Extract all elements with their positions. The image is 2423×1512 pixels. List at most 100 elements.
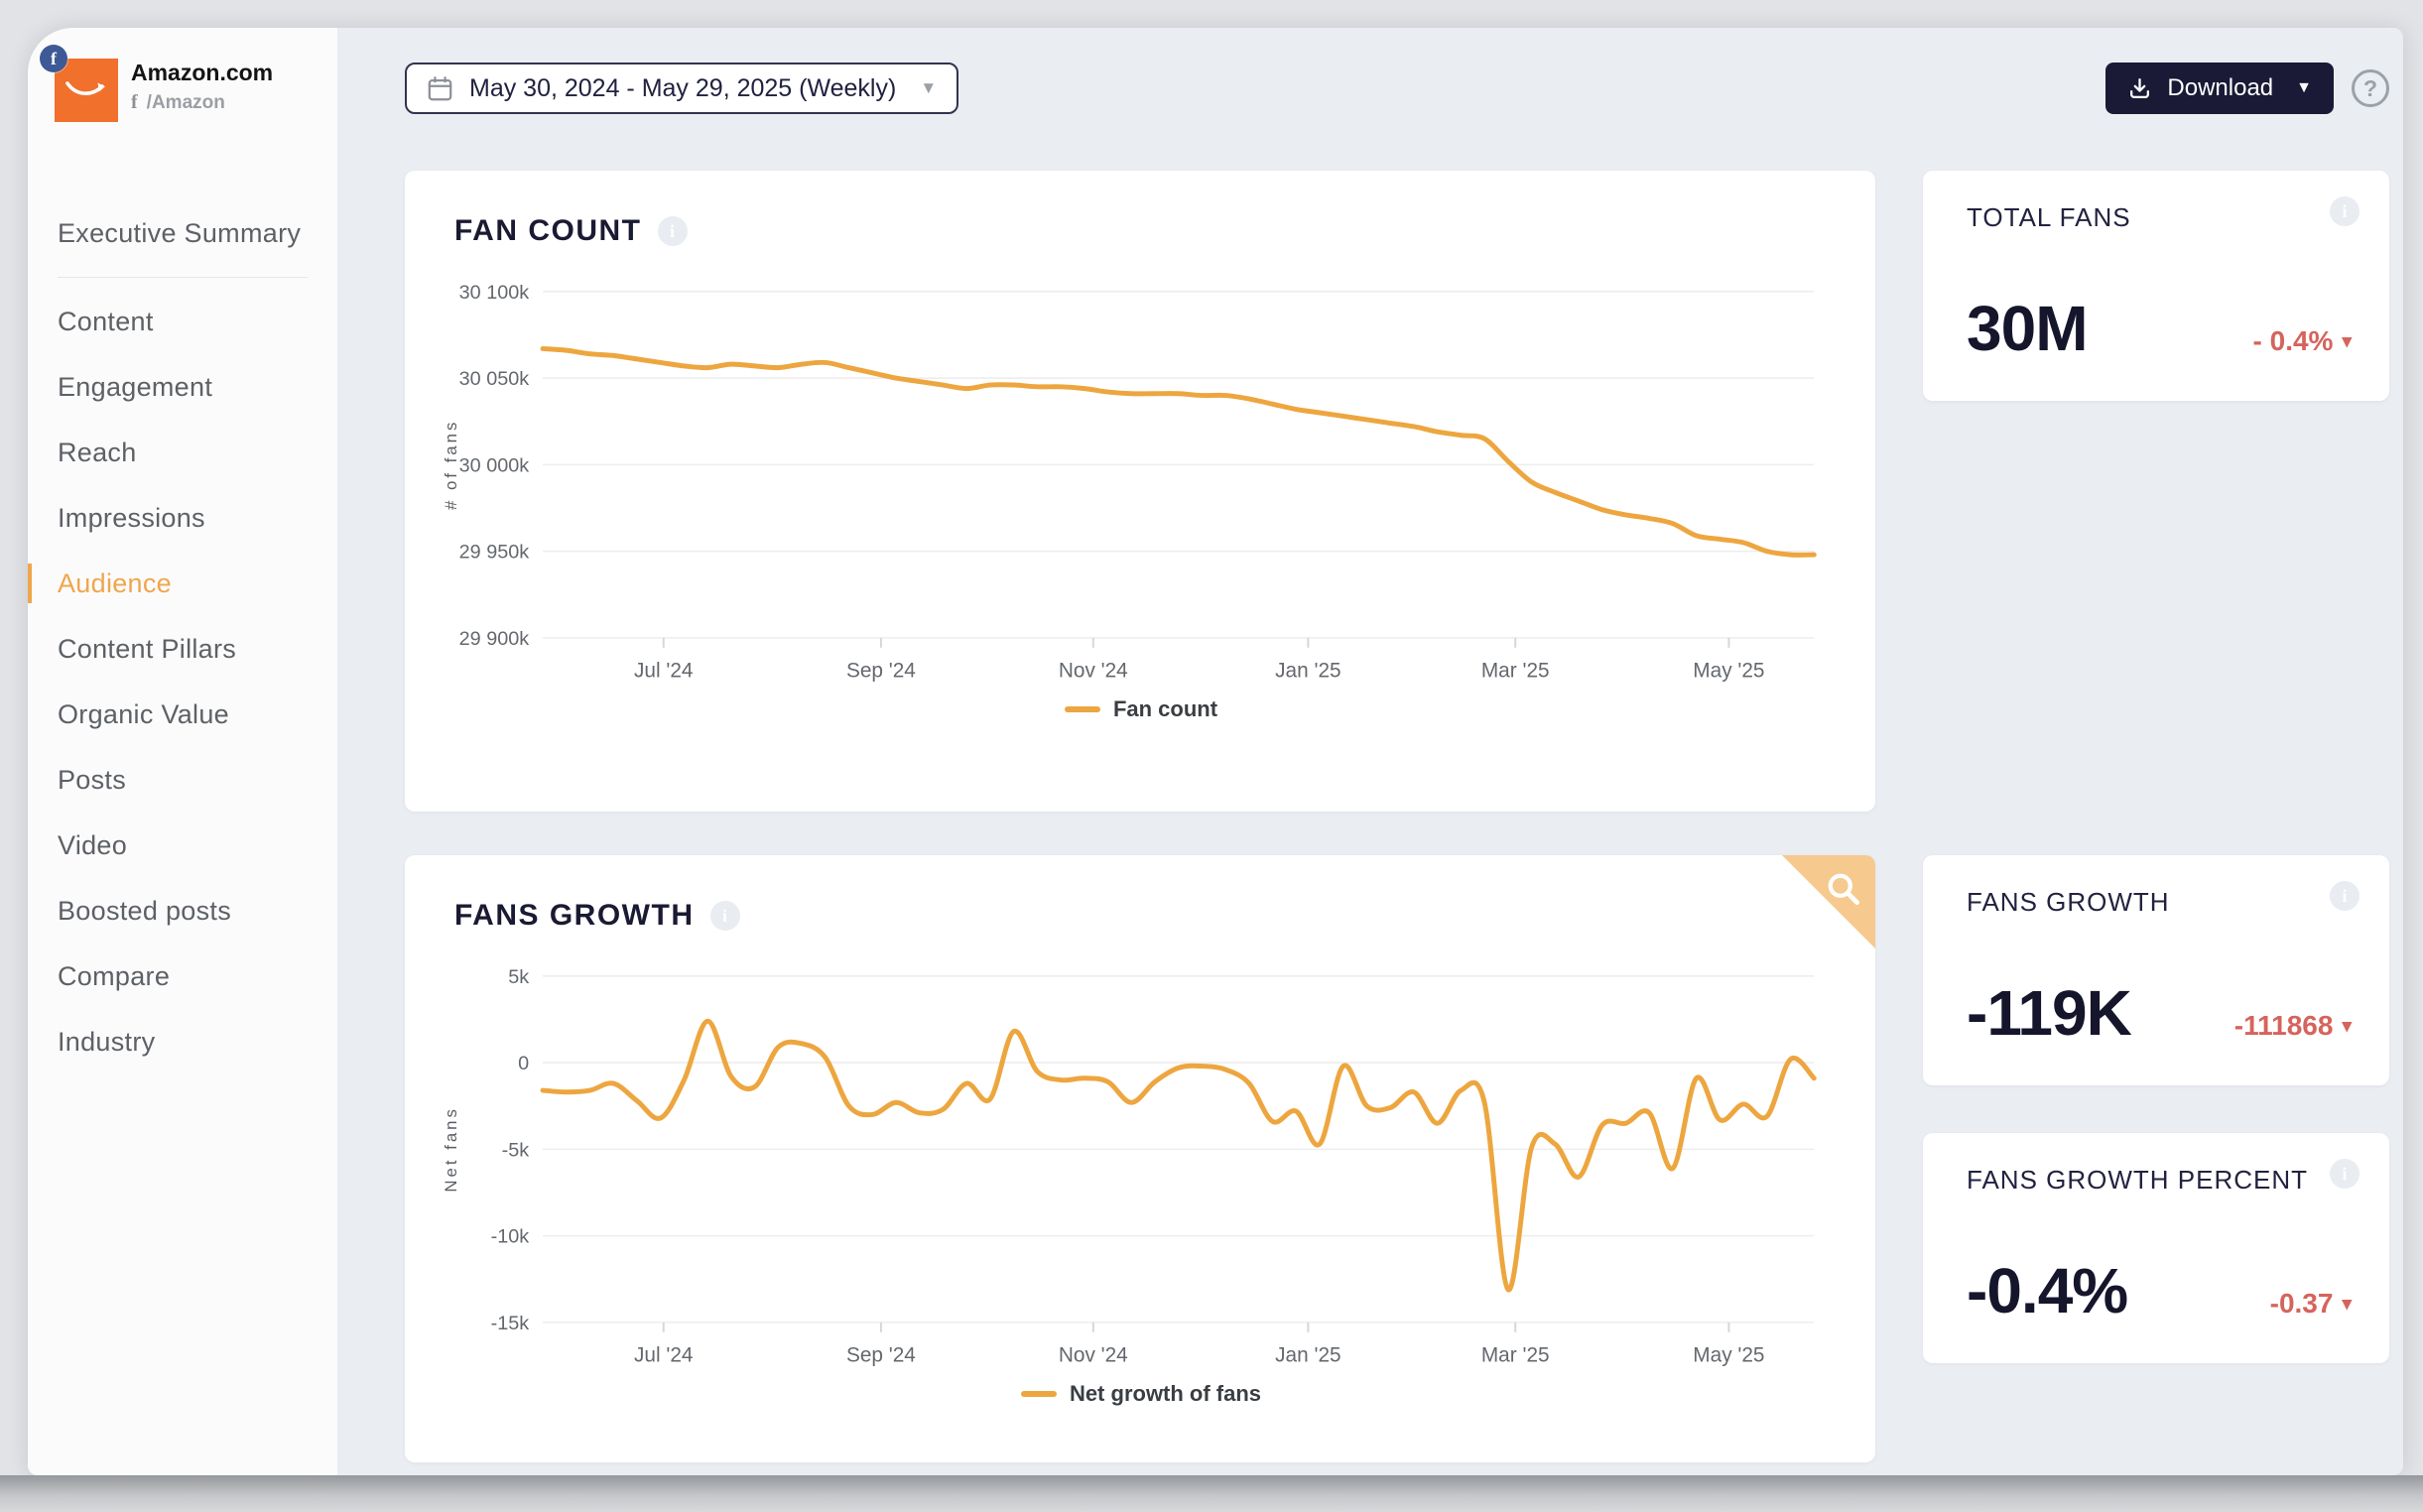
sidebar-item-executive-summary[interactable]: Executive Summary [28, 200, 337, 266]
triangle-down-icon: ▾ [2342, 330, 2352, 352]
sidebar-item-audience[interactable]: Audience [28, 551, 337, 616]
fans-growth-kpi-row: -119K -111868 ▾ [1967, 976, 2352, 1050]
brand-header: Amazon.com f /Amazon [28, 28, 337, 185]
sidebar-item-posts[interactable]: Posts [28, 747, 337, 813]
fans-growth-title-row: FANS GROWTH i [433, 899, 1849, 933]
date-range-label: May 30, 2024 - May 29, 2025 (Weekly) [469, 73, 897, 102]
fans-growth-percent-value: -0.4% [1967, 1255, 2128, 1326]
fans-growth-percent-label: FANS GROWTH PERCENT [1967, 1165, 2309, 1195]
svg-text:0: 0 [518, 1053, 529, 1074]
amazon-smile-icon [65, 81, 105, 95]
download-label: Download [2167, 74, 2274, 101]
legend-dash-icon [1020, 1391, 1057, 1398]
sidebar-item-label: Organic Value [58, 698, 229, 729]
fans-growth-kpi-card: FANS GROWTH i -119K -111868 ▾ [1923, 855, 2389, 1085]
total-fans-row: 30M - 0.4% ▾ [1967, 292, 2352, 365]
app-window: Amazon.com f /Amazon Executive Summary Co… [28, 28, 2403, 1475]
svg-text:-10k: -10k [491, 1226, 530, 1248]
svg-text:29 950k: 29 950k [459, 542, 530, 564]
sidebar-item-label: Posts [58, 764, 127, 795]
sidebar: Amazon.com f /Amazon Executive Summary Co… [28, 28, 337, 1475]
download-icon [2130, 77, 2150, 98]
info-icon[interactable]: i [709, 901, 740, 931]
info-icon[interactable]: i [2330, 881, 2359, 911]
facebook-letter: f [51, 48, 57, 68]
sidebar-item-impressions[interactable]: Impressions [28, 485, 337, 551]
topbar: May 30, 2024 - May 29, 2025 (Weekly) ▼ D… [405, 63, 2389, 114]
sidebar-nav: Executive Summary Content Engagement Reach I… [28, 185, 337, 1074]
fans-growth-percent-row: -0.4% -0.37 ▾ [1967, 1254, 2352, 1327]
delta-text: -111868 [2233, 1010, 2334, 1041]
triangle-down-icon: ▾ [2342, 1293, 2352, 1315]
sidebar-item-compare[interactable]: Compare [28, 944, 337, 1009]
legend-label: Fan count [1112, 696, 1218, 722]
fans-growth-percent-card: FANS GROWTH PERCENT i -0.4% -0.37 ▾ [1923, 1133, 2389, 1363]
svg-text:Mar '25: Mar '25 [1481, 1344, 1550, 1367]
sidebar-item-label: Content Pillars [58, 633, 237, 664]
legend-dash-icon [1064, 706, 1100, 713]
svg-text:30 100k: 30 100k [459, 282, 530, 304]
svg-text:Nov '24: Nov '24 [1059, 660, 1128, 683]
sidebar-item-label: Executive Summary [58, 217, 302, 248]
fan-count-legend: Fan count [433, 696, 1849, 722]
svg-text:30 000k: 30 000k [459, 454, 530, 476]
sidebar-item-label: Content [58, 306, 154, 336]
fans-growth-card: FANS GROWTH i 5k 0 -5k -10k -15k Jul '24 Sep '… [405, 855, 1875, 1462]
sidebar-item-boosted-posts[interactable]: Boosted posts [28, 878, 337, 944]
triangle-down-icon: ▾ [2342, 1015, 2352, 1037]
fan-count-chart: 30 100k 30 050k 30 000k 29 950k 29 900k Jul '… [442, 282, 1817, 683]
fans-growth-value: -119K [1967, 977, 2132, 1049]
fan-count-title: FAN COUNT [454, 214, 642, 247]
svg-text:-15k: -15k [491, 1313, 530, 1334]
sidebar-item-video[interactable]: Video [28, 813, 337, 878]
svg-text:May '25: May '25 [1693, 660, 1764, 683]
legend-label: Net growth of fans [1069, 1381, 1262, 1407]
fans-growth-percent-delta: -0.37 ▾ [2270, 1288, 2352, 1320]
fans-growth-kpi-label: FANS GROWTH [1967, 887, 2170, 917]
sidebar-item-organic-value[interactable]: Organic Value [28, 682, 337, 747]
sidebar-item-content-pillars[interactable]: Content Pillars [28, 616, 337, 682]
sidebar-item-label: Compare [58, 960, 171, 991]
svg-text:29 900k: 29 900k [459, 628, 530, 650]
total-fans-label: TOTAL FANS [1967, 202, 2131, 232]
download-button[interactable]: Download ▼ [2105, 63, 2334, 114]
facebook-icon: f [131, 91, 138, 113]
svg-text:Sep '24: Sep '24 [846, 660, 916, 683]
fan-count-card: FAN COUNT i 30 100k 30 050k 30 000k 29 950k… [405, 171, 1875, 812]
svg-text:Jul '24: Jul '24 [634, 1344, 694, 1367]
page-title: Amazon.com [131, 60, 274, 85]
kpi-column-top: TOTAL FANS i 30M - 0.4% ▾ [1923, 171, 2389, 812]
svg-text:Nov '24: Nov '24 [1059, 1344, 1128, 1367]
magnifier-icon [1828, 873, 1860, 906]
total-fans-value: 30M [1967, 293, 2088, 364]
sidebar-item-reach[interactable]: Reach [28, 420, 337, 485]
sidebar-item-content[interactable]: Content [28, 289, 337, 354]
svg-text:-5k: -5k [502, 1139, 530, 1161]
date-range-selector[interactable]: May 30, 2024 - May 29, 2025 (Weekly) ▼ [405, 63, 959, 114]
content-grid: FAN COUNT i 30 100k 30 050k 30 000k 29 950k… [405, 171, 2389, 1462]
kpi-column-bottom: FANS GROWTH i -119K -111868 ▾ FANS GROWT… [1923, 855, 2389, 1462]
download-caret-icon: ▼ [2296, 79, 2312, 96]
sidebar-item-label: Industry [58, 1026, 156, 1057]
sidebar-item-label: Audience [58, 567, 172, 598]
calendar-icon [428, 75, 452, 100]
svg-text:Net fans: Net fans [442, 1106, 460, 1193]
sidebar-item-engagement[interactable]: Engagement [28, 354, 337, 420]
fan-count-title-row: FAN COUNT i [433, 214, 1849, 248]
svg-text:Jan '25: Jan '25 [1275, 1344, 1340, 1367]
active-indicator [28, 564, 32, 603]
chevron-down-icon: ▼ [920, 78, 938, 97]
info-icon[interactable]: i [657, 216, 688, 246]
fans-growth-legend: Net growth of fans [433, 1381, 1849, 1407]
topbar-actions: Download ▼ ? [2105, 63, 2389, 114]
info-icon[interactable]: i [2330, 196, 2359, 226]
help-button[interactable]: ? [2352, 69, 2389, 107]
svg-text:Jul '24: Jul '24 [634, 660, 694, 683]
sidebar-item-label: Reach [58, 437, 137, 467]
facebook-badge-icon: f [40, 45, 67, 72]
sidebar-item-label: Engagement [58, 371, 213, 402]
sidebar-item-industry[interactable]: Industry [28, 1009, 337, 1074]
window-bottom-edge [0, 1475, 2423, 1512]
info-icon[interactable]: i [2330, 1159, 2359, 1189]
